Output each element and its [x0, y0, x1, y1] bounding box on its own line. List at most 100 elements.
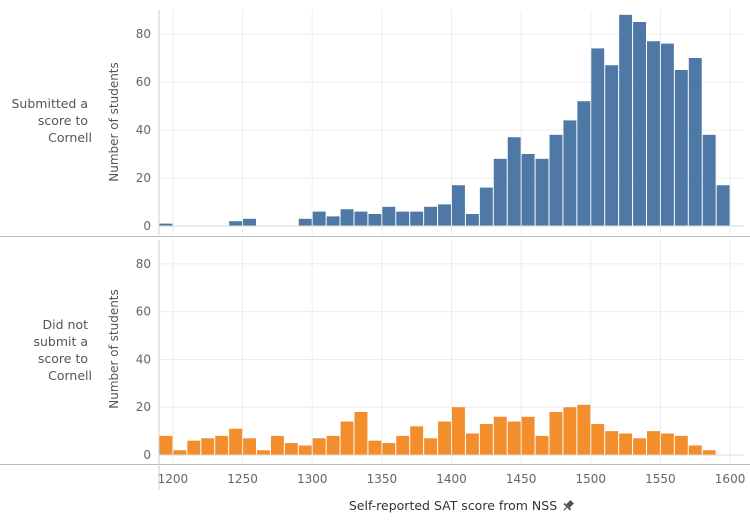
histogram-bar	[521, 154, 535, 226]
histogram-bar	[465, 214, 479, 226]
x-tick-label: 1250	[227, 472, 258, 486]
histogram-bar	[688, 445, 702, 455]
histogram-bar	[591, 48, 605, 227]
y-axis-title-bottom: Number of students	[107, 289, 121, 409]
histogram-bar	[187, 440, 201, 455]
histogram-bar	[647, 41, 660, 227]
histogram-bar	[298, 445, 312, 455]
histogram-bar	[716, 185, 730, 226]
histogram-bar	[368, 214, 382, 226]
histogram-bar	[229, 428, 243, 455]
histogram-bar	[521, 416, 535, 455]
row-label-submitted: Submitted a score to Cornell	[12, 96, 93, 145]
histogram-bar	[284, 443, 298, 455]
bars	[159, 14, 730, 455]
y-tick-label: 0	[143, 448, 151, 462]
histogram-bar	[410, 426, 424, 455]
y-tick-label: 80	[136, 27, 151, 41]
histogram-bar	[619, 433, 633, 455]
histogram-bar	[591, 423, 605, 455]
y-tick-label: 40	[136, 123, 151, 137]
histogram-bar	[424, 206, 438, 226]
histogram-bar	[549, 134, 563, 226]
histogram-bar	[688, 58, 702, 226]
y-tick-label: 0	[143, 219, 151, 233]
histogram-bar	[577, 404, 591, 455]
histogram-bar	[633, 438, 646, 455]
histogram-bar	[674, 435, 688, 455]
histogram-bar	[702, 450, 716, 455]
histogram-bar	[674, 70, 688, 226]
pin-icon[interactable]	[561, 499, 576, 514]
axis-lines	[0, 10, 750, 490]
histogram-bar	[159, 223, 173, 226]
histogram-bar	[298, 218, 312, 226]
y-tick-label: 60	[136, 305, 151, 319]
y-tick-label: 80	[136, 257, 151, 271]
histogram-bar	[633, 22, 646, 226]
histogram-bar	[507, 137, 521, 226]
histogram-bar	[452, 407, 465, 455]
histogram-bar	[577, 101, 591, 226]
histogram-bar	[535, 158, 549, 226]
histogram-bar	[312, 438, 326, 455]
histogram-bar	[368, 440, 382, 455]
histogram-bar	[660, 433, 674, 455]
histogram-bar	[479, 187, 493, 226]
x-axis-title: Self-reported SAT score from NSS	[349, 498, 557, 513]
histogram-bar	[270, 435, 284, 455]
histogram-bar	[647, 431, 660, 455]
histogram-bar	[312, 211, 326, 226]
y-axis-title-top: Number of students	[107, 62, 121, 182]
histogram-bar	[438, 204, 451, 226]
histogram-bar	[382, 206, 396, 226]
histogram-bar	[702, 134, 716, 226]
histogram-bar	[243, 438, 256, 455]
histogram-bar	[257, 450, 270, 455]
y-tick-label: 20	[136, 400, 151, 414]
histogram-bar	[438, 421, 451, 455]
x-tick-label: 1550	[645, 472, 676, 486]
y-tick-label: 40	[136, 352, 151, 366]
histogram-bar	[619, 14, 633, 226]
histogram-bar	[326, 435, 340, 455]
histogram-bar	[424, 438, 438, 455]
gridlines	[159, 10, 744, 464]
y-tick-label: 60	[136, 75, 151, 89]
histogram-bar	[382, 443, 396, 455]
histogram-bar	[660, 43, 674, 226]
histogram-bar	[354, 211, 368, 226]
histogram-bar	[243, 218, 256, 226]
histogram-bar	[493, 158, 507, 226]
histogram-bar	[452, 185, 465, 226]
y-tick-label: 20	[136, 171, 151, 185]
x-tick-label: 1400	[436, 472, 467, 486]
x-tick-label: 1200	[158, 472, 189, 486]
histogram-bar	[326, 216, 340, 226]
histogram-bar	[605, 431, 619, 455]
x-tick-label: 1300	[297, 472, 328, 486]
histogram-bar	[215, 435, 229, 455]
histogram-bar	[479, 423, 493, 455]
histogram-bar	[605, 65, 619, 226]
histogram-bar	[229, 221, 243, 226]
histogram-bar	[173, 450, 187, 455]
x-tick-label: 1500	[576, 472, 607, 486]
histogram-bar	[201, 438, 215, 455]
histogram-bar	[396, 435, 410, 455]
histogram-bar	[493, 416, 507, 455]
histogram-bar	[535, 435, 549, 455]
histogram-bar	[396, 211, 410, 226]
histogram-bar	[159, 435, 173, 455]
x-tick-label: 1450	[506, 472, 537, 486]
histogram-bar	[507, 421, 521, 455]
histogram-bar	[563, 407, 577, 455]
x-tick-label: 1600	[715, 472, 746, 486]
histogram-bar	[340, 421, 354, 455]
histogram-bar	[354, 412, 368, 455]
histogram-bar	[465, 433, 479, 455]
histogram-bar	[563, 120, 577, 226]
tick-labels: 0 20 40 60 80 0 20 40 60 80 1200 1250 1300 1350 1400 14…	[136, 27, 746, 486]
row-label-not-submitted: Did not submit a score to Cornell	[33, 317, 92, 383]
